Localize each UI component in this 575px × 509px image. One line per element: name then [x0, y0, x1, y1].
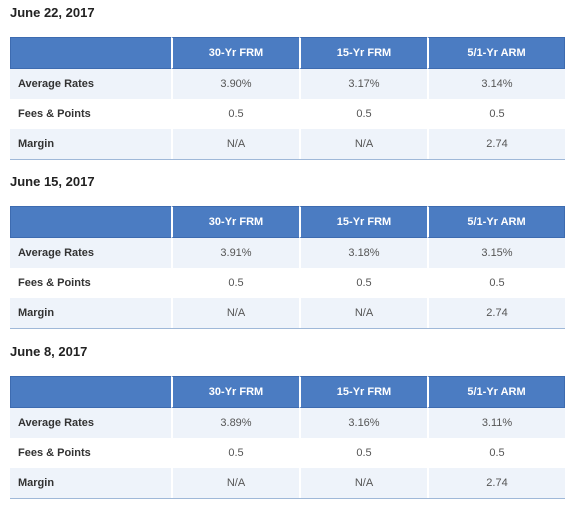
header-30yr-frm: 30-Yr FRM: [171, 206, 299, 238]
section-date: June 15, 2017: [10, 174, 95, 189]
table-row: Fees & Points 0.5 0.5 0.5: [10, 268, 565, 298]
header-51yr-arm: 5/1-Yr ARM: [427, 376, 565, 408]
row-label: Margin: [10, 298, 171, 328]
header-30yr-frm: 30-Yr FRM: [171, 37, 299, 69]
table-row: Margin N/A N/A 2.74: [10, 298, 565, 328]
cell-value: 0.5: [427, 99, 565, 129]
header-blank-cell: [10, 37, 171, 69]
cell-value: 3.91%: [171, 238, 299, 268]
header-blank-cell: [10, 206, 171, 238]
table-row: Margin N/A N/A 2.74: [10, 129, 565, 159]
cell-value: N/A: [299, 468, 427, 498]
cell-value: N/A: [171, 298, 299, 328]
table-header-row: 30-Yr FRM 15-Yr FRM 5/1-Yr ARM: [10, 206, 565, 238]
row-label: Margin: [10, 468, 171, 498]
cell-value: 0.5: [427, 268, 565, 298]
row-label: Margin: [10, 129, 171, 159]
header-15yr-frm: 15-Yr FRM: [299, 206, 427, 238]
table-row: Average Rates 3.90% 3.17% 3.14%: [10, 69, 565, 99]
row-label: Average Rates: [10, 69, 171, 99]
header-51yr-arm: 5/1-Yr ARM: [427, 206, 565, 238]
rates-table: 30-Yr FRM 15-Yr FRM 5/1-Yr ARM Average R…: [10, 376, 565, 499]
row-label: Average Rates: [10, 238, 171, 268]
cell-value: 3.89%: [171, 408, 299, 438]
cell-value: 2.74: [427, 298, 565, 328]
rates-table: 30-Yr FRM 15-Yr FRM 5/1-Yr ARM Average R…: [10, 37, 565, 160]
section-date: June 8, 2017: [10, 344, 88, 359]
cell-value: N/A: [171, 468, 299, 498]
cell-value: 0.5: [299, 438, 427, 468]
table-header-row: 30-Yr FRM 15-Yr FRM 5/1-Yr ARM: [10, 37, 565, 69]
cell-value: 0.5: [299, 99, 427, 129]
cell-value: 3.90%: [171, 69, 299, 99]
cell-value: 3.11%: [427, 408, 565, 438]
table-row: Average Rates 3.91% 3.18% 3.15%: [10, 238, 565, 268]
header-blank-cell: [10, 376, 171, 408]
row-label: Fees & Points: [10, 268, 171, 298]
cell-value: 3.14%: [427, 69, 565, 99]
cell-value: N/A: [299, 129, 427, 159]
cell-value: 2.74: [427, 129, 565, 159]
section-date: June 22, 2017: [10, 5, 95, 20]
row-label: Average Rates: [10, 408, 171, 438]
cell-value: 3.16%: [299, 408, 427, 438]
header-51yr-arm: 5/1-Yr ARM: [427, 37, 565, 69]
cell-value: N/A: [299, 298, 427, 328]
cell-value: 0.5: [299, 268, 427, 298]
cell-value: 3.17%: [299, 69, 427, 99]
cell-value: 0.5: [171, 99, 299, 129]
cell-value: 0.5: [171, 268, 299, 298]
table-row: Fees & Points 0.5 0.5 0.5: [10, 438, 565, 468]
cell-value: 3.15%: [427, 238, 565, 268]
rates-table: 30-Yr FRM 15-Yr FRM 5/1-Yr ARM Average R…: [10, 206, 565, 329]
table-row: Average Rates 3.89% 3.16% 3.11%: [10, 408, 565, 438]
table-row: Fees & Points 0.5 0.5 0.5: [10, 99, 565, 129]
cell-value: N/A: [171, 129, 299, 159]
header-30yr-frm: 30-Yr FRM: [171, 376, 299, 408]
cell-value: 0.5: [427, 438, 565, 468]
table-header-row: 30-Yr FRM 15-Yr FRM 5/1-Yr ARM: [10, 376, 565, 408]
table-row: Margin N/A N/A 2.74: [10, 468, 565, 498]
row-label: Fees & Points: [10, 99, 171, 129]
cell-value: 0.5: [171, 438, 299, 468]
cell-value: 3.18%: [299, 238, 427, 268]
row-label: Fees & Points: [10, 438, 171, 468]
cell-value: 2.74: [427, 468, 565, 498]
header-15yr-frm: 15-Yr FRM: [299, 37, 427, 69]
header-15yr-frm: 15-Yr FRM: [299, 376, 427, 408]
